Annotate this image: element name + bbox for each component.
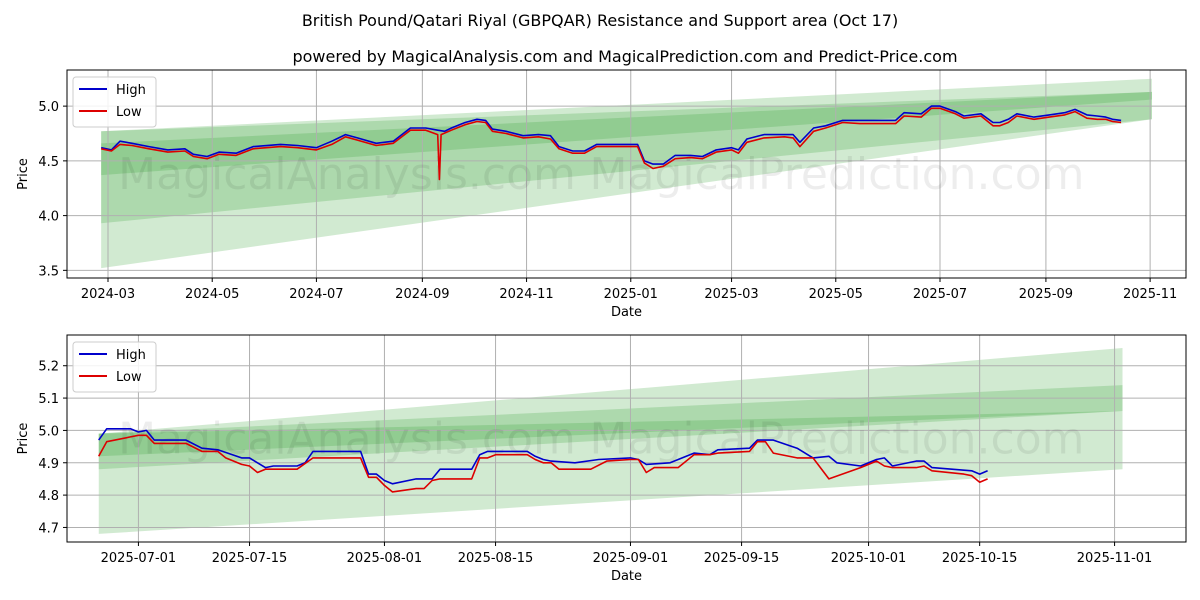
x-tick-label: 2025-11 — [1123, 287, 1177, 302]
watermark: MagicalAnalysis.com — [118, 149, 576, 200]
band-2 — [101, 91, 1152, 224]
y-axis-label: Price — [16, 158, 31, 190]
band-2 — [98, 385, 1123, 470]
band-1 — [101, 78, 1152, 269]
x-tick-label: 2024-03 — [81, 287, 135, 302]
y-tick-label: 4.9 — [38, 457, 59, 472]
y-axis-label: Price — [16, 423, 31, 455]
legend: High Low — [72, 76, 157, 128]
y-tick-label: 4.0 — [38, 210, 59, 225]
x-tick-label: 2024-05 — [185, 287, 239, 302]
x-axis-label: Date — [611, 305, 642, 320]
band-3 — [98, 411, 1123, 457]
support-resistance-bands — [98, 347, 1123, 534]
series-low-line — [101, 107, 1122, 181]
support-resistance-bands — [101, 78, 1152, 269]
y-tick-label: 5.0 — [38, 424, 59, 439]
axes-frame — [66, 334, 1187, 543]
legend-low-label: Low — [116, 370, 142, 385]
x-tick-label: 2025-10-01 — [831, 551, 907, 566]
series-high-line — [98, 428, 988, 485]
x-tick-label: 2024-07 — [289, 287, 343, 302]
x-tick-label: 2025-10-15 — [942, 551, 1018, 566]
x-tick-label: 2025-08-01 — [347, 551, 423, 566]
watermark: MagicalPrediction.com — [590, 149, 1085, 200]
legend-high-label: High — [116, 83, 146, 98]
bottom-panel: 2025-07-01 2025-07-15 2025-08-01 2025-08-15… — [16, 334, 1187, 584]
y-tick-label: 4.7 — [38, 521, 59, 536]
chart-title: British Pound/Qatari Riyal (GBPQAR) Resi… — [302, 11, 898, 30]
watermark: MagicalAnalysis.com — [118, 414, 576, 465]
series-lines — [97, 428, 988, 493]
top-panel: 2024-03 2024-05 2024-07 2024-09 2024-11 2025-… — [16, 69, 1187, 320]
y-tick-label: 3.5 — [38, 264, 59, 279]
x-tick-label: 2025-01 — [604, 287, 658, 302]
x-tick-label: 2025-09-15 — [704, 551, 780, 566]
x-tick-label: 2025-07 — [913, 287, 967, 302]
legend: High Low — [72, 341, 157, 393]
watermark: MagicalPrediction.com — [590, 414, 1085, 465]
series-high-line — [101, 105, 1122, 165]
y-tick-label: 5.1 — [38, 392, 59, 407]
y-tick-label: 4.8 — [38, 489, 59, 504]
chart-subtitle: powered by MagicalAnalysis.com and Magic… — [292, 47, 957, 66]
x-tick-label: 2025-05 — [809, 287, 863, 302]
legend-high-label: High — [116, 348, 146, 363]
axes-frame — [66, 69, 1187, 279]
x-tick-label: 2025-07-01 — [101, 551, 177, 566]
x-tick-label: 2024-09 — [395, 287, 449, 302]
x-tick-label: 2025-07-15 — [212, 551, 288, 566]
band-3 — [101, 91, 1152, 176]
band-1 — [98, 347, 1123, 534]
x-tick-label: 2025-09-01 — [593, 551, 669, 566]
y-tick-label: 5.0 — [38, 100, 59, 115]
x-tick-label: 2025-11-01 — [1077, 551, 1153, 566]
x-tick-label: 2025-08-15 — [458, 551, 534, 566]
series-low-line — [97, 434, 988, 493]
y-tick-label: 4.5 — [38, 155, 59, 170]
legend-low-label: Low — [116, 105, 142, 120]
x-tick-label: 2024-11 — [499, 287, 553, 302]
series-lines — [101, 105, 1122, 181]
x-tick-label: 2025-03 — [704, 287, 758, 302]
x-tick-label: 2025-09 — [1019, 287, 1073, 302]
x-axis-label: Date — [611, 569, 642, 584]
y-tick-label: 5.2 — [38, 360, 59, 375]
grid — [67, 70, 1186, 278]
